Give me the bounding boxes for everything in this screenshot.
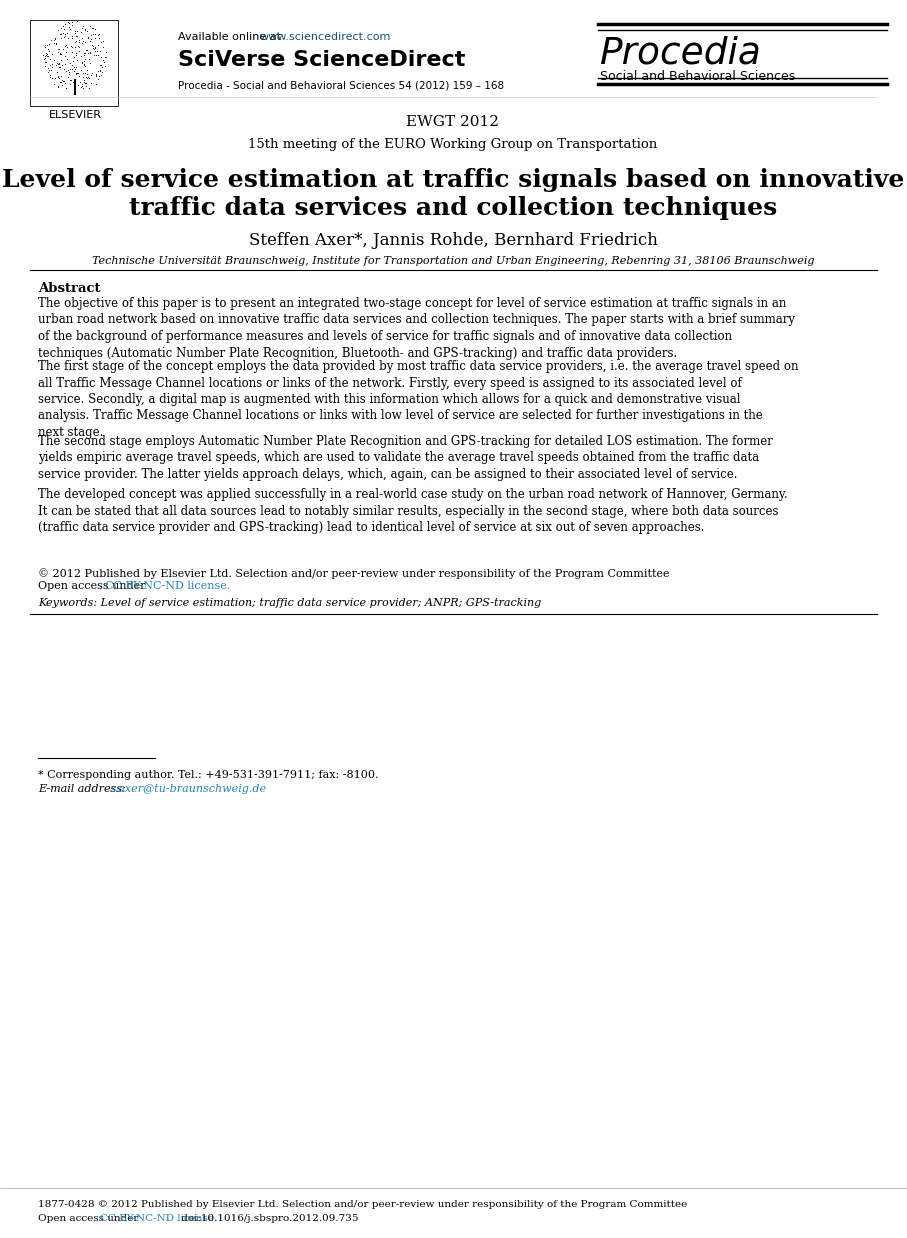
Text: SciVerse ScienceDirect: SciVerse ScienceDirect	[178, 50, 465, 71]
Text: Technische Universität Braunschweig, Institute for Transportation and Urban Engi: Technische Universität Braunschweig, Ins…	[92, 256, 814, 266]
Text: 1877-0428 © 2012 Published by Elsevier Ltd. Selection and/or peer-review under r: 1877-0428 © 2012 Published by Elsevier L…	[38, 1200, 688, 1210]
Text: CC BY-NC-ND license.: CC BY-NC-ND license.	[100, 1214, 218, 1223]
Text: doi:10.1016/j.sbspro.2012.09.735: doi:10.1016/j.sbspro.2012.09.735	[178, 1214, 358, 1223]
Text: Open access under: Open access under	[38, 1214, 141, 1223]
Text: 15th meeting of the EURO Working Group on Transportation: 15th meeting of the EURO Working Group o…	[249, 137, 658, 151]
Text: The objective of this paper is to present an integrated two-stage concept for le: The objective of this paper is to presen…	[38, 297, 795, 359]
Text: Procedia: Procedia	[600, 36, 762, 72]
Text: Social and Behavioral Sciences: Social and Behavioral Sciences	[600, 71, 795, 83]
Text: Keywords: Level of service estimation; traffic data service provider; ANPR; GPS-: Keywords: Level of service estimation; t…	[38, 598, 541, 608]
Text: Available online at: Available online at	[178, 32, 285, 42]
Text: Abstract: Abstract	[38, 282, 101, 295]
Text: traffic data services and collection techniques: traffic data services and collection tec…	[129, 196, 777, 220]
Text: The developed concept was applied successfully in a real-world case study on the: The developed concept was applied succes…	[38, 488, 788, 534]
Text: Procedia - Social and Behavioral Sciences 54 (2012) 159 – 168: Procedia - Social and Behavioral Science…	[178, 80, 504, 90]
Text: Open access under: Open access under	[38, 581, 149, 591]
Text: E-mail address:: E-mail address:	[38, 784, 130, 794]
Text: © 2012 Published by Elsevier Ltd. Selection and/or peer-review under responsibil: © 2012 Published by Elsevier Ltd. Select…	[38, 568, 669, 579]
Text: ELSEVIER: ELSEVIER	[48, 110, 102, 120]
Text: www.sciencedirect.com: www.sciencedirect.com	[260, 32, 392, 42]
FancyBboxPatch shape	[30, 19, 120, 108]
Text: The second stage employs Automatic Number Plate Recognition and GPS-tracking for: The second stage employs Automatic Numbe…	[38, 435, 773, 482]
Text: CC BY-NC-ND license.: CC BY-NC-ND license.	[105, 581, 230, 591]
Text: Level of service estimation at traffic signals based on innovative: Level of service estimation at traffic s…	[2, 168, 904, 192]
Text: Steffen Axer*, Jannis Rohde, Bernhard Friedrich: Steffen Axer*, Jannis Rohde, Bernhard Fr…	[249, 232, 658, 249]
Text: EWGT 2012: EWGT 2012	[406, 115, 500, 129]
Text: s.axer@tu-braunschweig.de: s.axer@tu-braunschweig.de	[110, 784, 268, 794]
Text: * Corresponding author. Tel.: +49-531-391-7911; fax: -8100.: * Corresponding author. Tel.: +49-531-39…	[38, 770, 378, 780]
FancyBboxPatch shape	[30, 20, 118, 106]
Text: The first stage of the concept employs the data provided by most traffic data se: The first stage of the concept employs t…	[38, 360, 798, 439]
